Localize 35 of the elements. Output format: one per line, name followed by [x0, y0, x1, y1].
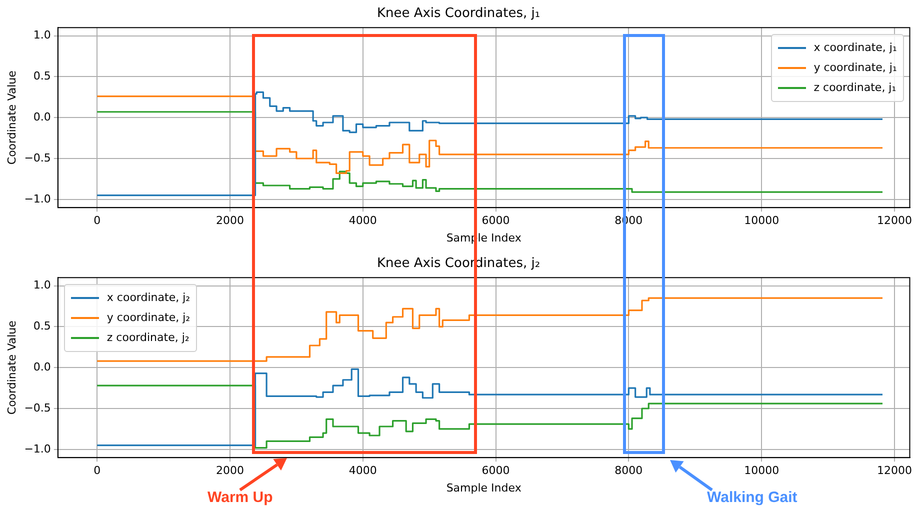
- x-tick-label: 8000: [614, 464, 643, 478]
- y-tick-label: 1.0: [33, 28, 51, 42]
- y-tick-label: 0.0: [33, 110, 51, 124]
- y-axis-title: Coordinate Value: [5, 320, 18, 415]
- x-tick-label: 12000: [876, 464, 912, 478]
- x-tick-label: 2000: [216, 464, 244, 478]
- chart-title: Knee Axis Coordinates, j₁: [376, 6, 540, 22]
- text: Warm Up: [208, 489, 273, 506]
- x-tick-label: 10000: [744, 464, 780, 478]
- x-tick-label: 10000: [744, 214, 780, 228]
- x-tick-label: 12000: [876, 214, 912, 228]
- text: Walking Gait: [707, 489, 798, 506]
- x-tick-label: 0: [94, 214, 101, 228]
- legend-label: y coordinate, j₂: [106, 311, 190, 324]
- y-tick-label: −0.5: [24, 401, 51, 414]
- y-tick-label: 1.0: [33, 278, 51, 292]
- y-tick-label: 0.5: [33, 320, 51, 333]
- y-tick-label: 0.0: [33, 360, 51, 374]
- x-tick-label: 0: [94, 464, 101, 478]
- y-tick-label: −1.0: [24, 442, 51, 456]
- legend-label: z coordinate, j₁: [814, 81, 896, 94]
- x-tick-label: 4000: [348, 464, 377, 478]
- y-tick-label: −1.0: [24, 192, 51, 206]
- y-tick-label: −0.5: [24, 151, 51, 164]
- legend-label: y coordinate, j₁: [814, 61, 897, 74]
- x-tick-label: 6000: [482, 464, 510, 478]
- legend-label: x coordinate, j₂: [106, 291, 190, 304]
- y-axis-title: Coordinate Value: [5, 70, 18, 165]
- x-tick-label: 6000: [482, 214, 510, 228]
- y-tick-label: 0.5: [33, 70, 51, 83]
- legend-label: x coordinate, j₁: [814, 41, 897, 54]
- x-tick-label: 4000: [348, 214, 377, 228]
- legend-label: z coordinate, j₂: [106, 331, 190, 344]
- x-axis-title: Sample Index: [446, 481, 522, 494]
- x-tick-label: 2000: [216, 214, 244, 228]
